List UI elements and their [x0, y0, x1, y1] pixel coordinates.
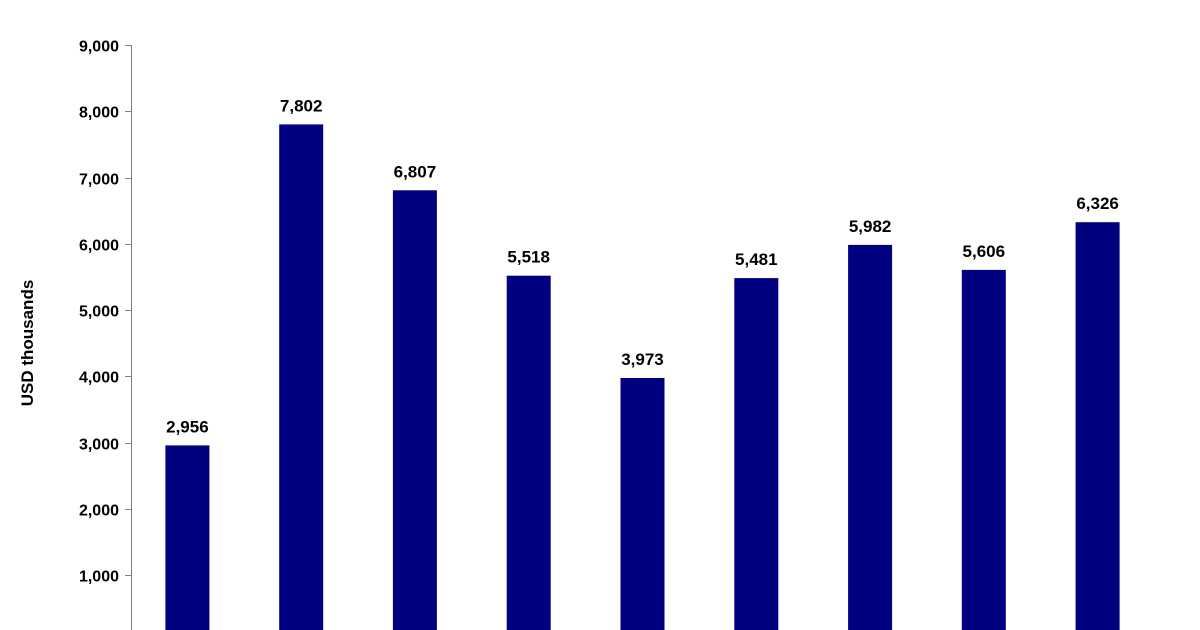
bar	[734, 278, 779, 630]
bar-value-label: 5,982	[849, 217, 892, 236]
y-tick-label: 2,000	[79, 503, 119, 520]
bar-value-label: 3,973	[621, 350, 664, 369]
bar	[392, 190, 437, 630]
y-tick-label: 6,000	[79, 238, 119, 255]
bar	[620, 378, 665, 630]
bar-value-label: 7,802	[280, 96, 323, 115]
bar-value-label: 6,807	[394, 162, 437, 181]
y-axis-ticks: 1,000 2,000 3,000 4,000 5,000 6,000 7,000 8,000…	[79, 39, 131, 586]
y-tick-label: 7,000	[79, 172, 119, 189]
bar	[165, 445, 210, 630]
y-axis-title: USD thousands	[18, 280, 37, 407]
y-tick-label: 8,000	[79, 105, 119, 122]
bar-value-label: 2,956	[166, 417, 209, 436]
bar	[848, 244, 893, 630]
y-tick-label: 5,000	[79, 304, 119, 321]
bar	[1075, 222, 1120, 630]
bar	[506, 275, 551, 630]
bar-value-label: 5,606	[963, 242, 1006, 261]
y-tick-label: 9,000	[79, 39, 119, 56]
bars	[165, 124, 1120, 630]
bar-value-label: 6,326	[1076, 194, 1119, 213]
y-tick-label: 4,000	[79, 370, 119, 387]
bar-value-label: 5,518	[507, 248, 550, 267]
bar-value-label: 5,481	[735, 250, 778, 269]
y-tick-label: 3,000	[79, 437, 119, 454]
data-labels: 2,956 7,802 6,807 5,518 3,973 5,481 5,982 5,606…	[166, 96, 1119, 436]
y-tick-label: 1,000	[79, 569, 119, 586]
bar	[279, 124, 324, 630]
bar	[961, 269, 1006, 630]
